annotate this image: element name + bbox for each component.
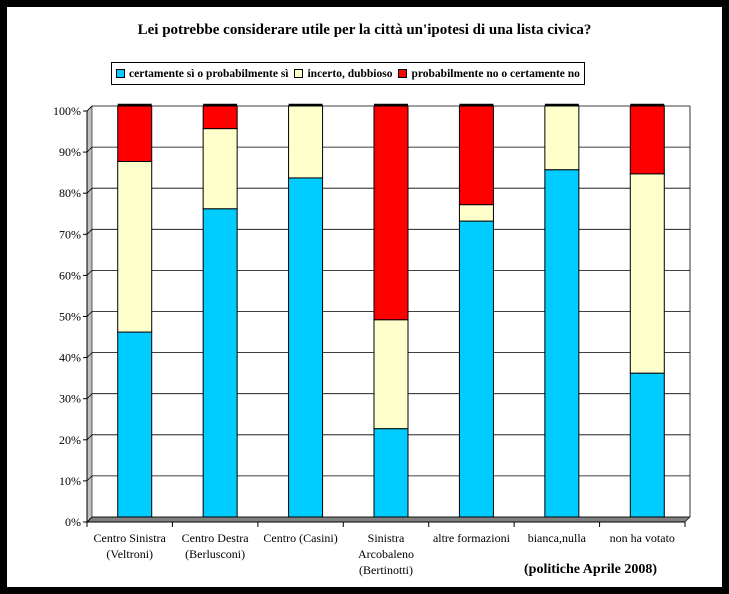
gridline-depth	[86, 393, 93, 399]
legend-item-2: incerto, dubbioso	[294, 68, 392, 80]
bar-segment-1	[117, 331, 153, 518]
y-tick-label: 70%	[59, 227, 81, 241]
y-tick-label: 0%	[65, 515, 81, 529]
legend-label-2: incerto, dubbioso	[307, 67, 393, 80]
legend-label-3: probabilmente no o certamente no	[411, 67, 580, 80]
y-tick-label: 50%	[59, 310, 81, 324]
x-tick-label: altre formazioni	[433, 531, 511, 545]
gridline-depth	[86, 105, 93, 112]
chart-title: Lei potrebbe considerare utile per la ci…	[137, 22, 592, 38]
bar-segment-2	[288, 105, 324, 179]
gridline-depth	[86, 352, 93, 358]
y-tick-label: 90%	[59, 145, 81, 159]
bar-segment-3	[458, 105, 494, 206]
gridline-depth	[86, 434, 93, 441]
legend-label-1: certamente sì o probabilmente sì	[129, 67, 289, 80]
plot-floor	[86, 516, 691, 523]
x-tick-label: non ha votato	[610, 531, 675, 545]
bar-segment-2	[629, 173, 665, 374]
bar-segment-2	[544, 105, 580, 171]
bar-segment-2	[458, 204, 494, 222]
gridline-depth	[86, 146, 93, 153]
bar-segment-2	[373, 319, 409, 430]
gridline-depth	[86, 270, 93, 276]
bar-segment-2	[202, 128, 238, 210]
legend-swatch-2	[294, 69, 304, 78]
x-tick-label: Centro Sinistra (Veltroni)	[94, 531, 167, 561]
y-tick-label: 40%	[59, 351, 81, 365]
y-tick-label: 10%	[59, 474, 81, 488]
legend-item-3: probabilmente no o certamente no	[398, 67, 580, 80]
gridline-depth	[86, 229, 93, 235]
bar-segment-1	[202, 208, 238, 518]
y-tick-label: 100%	[53, 104, 81, 118]
legend-swatch-3	[398, 69, 408, 78]
x-tick-label: Centro Destra (Berlusconi)	[182, 531, 250, 561]
bar-segment-3	[373, 105, 409, 321]
x-tick-label: Centro (Casini)	[263, 531, 337, 545]
gridline-depth	[86, 516, 93, 523]
y-tick-label: 60%	[59, 268, 81, 282]
legend-item-1: certamente sì o probabilmente sì	[116, 68, 288, 80]
y-tick-label: 20%	[59, 433, 81, 447]
legend: certamente sì o probabilmente sì incerto,…	[111, 62, 585, 85]
bar-segment-1	[373, 428, 409, 518]
y-tick-label: 80%	[59, 186, 81, 200]
bar-segment-3	[202, 105, 238, 130]
x-tick-label: bianca,nulla	[528, 531, 587, 545]
x-tick-label: Sinistra Arcobaleno (Bertinotti)	[358, 531, 414, 577]
bar-segment-1	[544, 169, 580, 518]
bar-segment-1	[458, 220, 494, 518]
bar-segment-1	[629, 372, 665, 518]
gridline-depth	[86, 311, 93, 317]
gridline-depth	[86, 187, 93, 194]
y-tick-label: 30%	[59, 392, 81, 406]
bar-segment-2	[117, 160, 153, 333]
source-note: (politiche Aprile 2008)	[524, 562, 657, 577]
bar-segment-1	[288, 177, 324, 518]
bar-segment-3	[629, 105, 665, 175]
bar-segment-3	[117, 105, 153, 162]
gridline-depth	[86, 475, 93, 482]
legend-swatch-1	[116, 69, 125, 78]
